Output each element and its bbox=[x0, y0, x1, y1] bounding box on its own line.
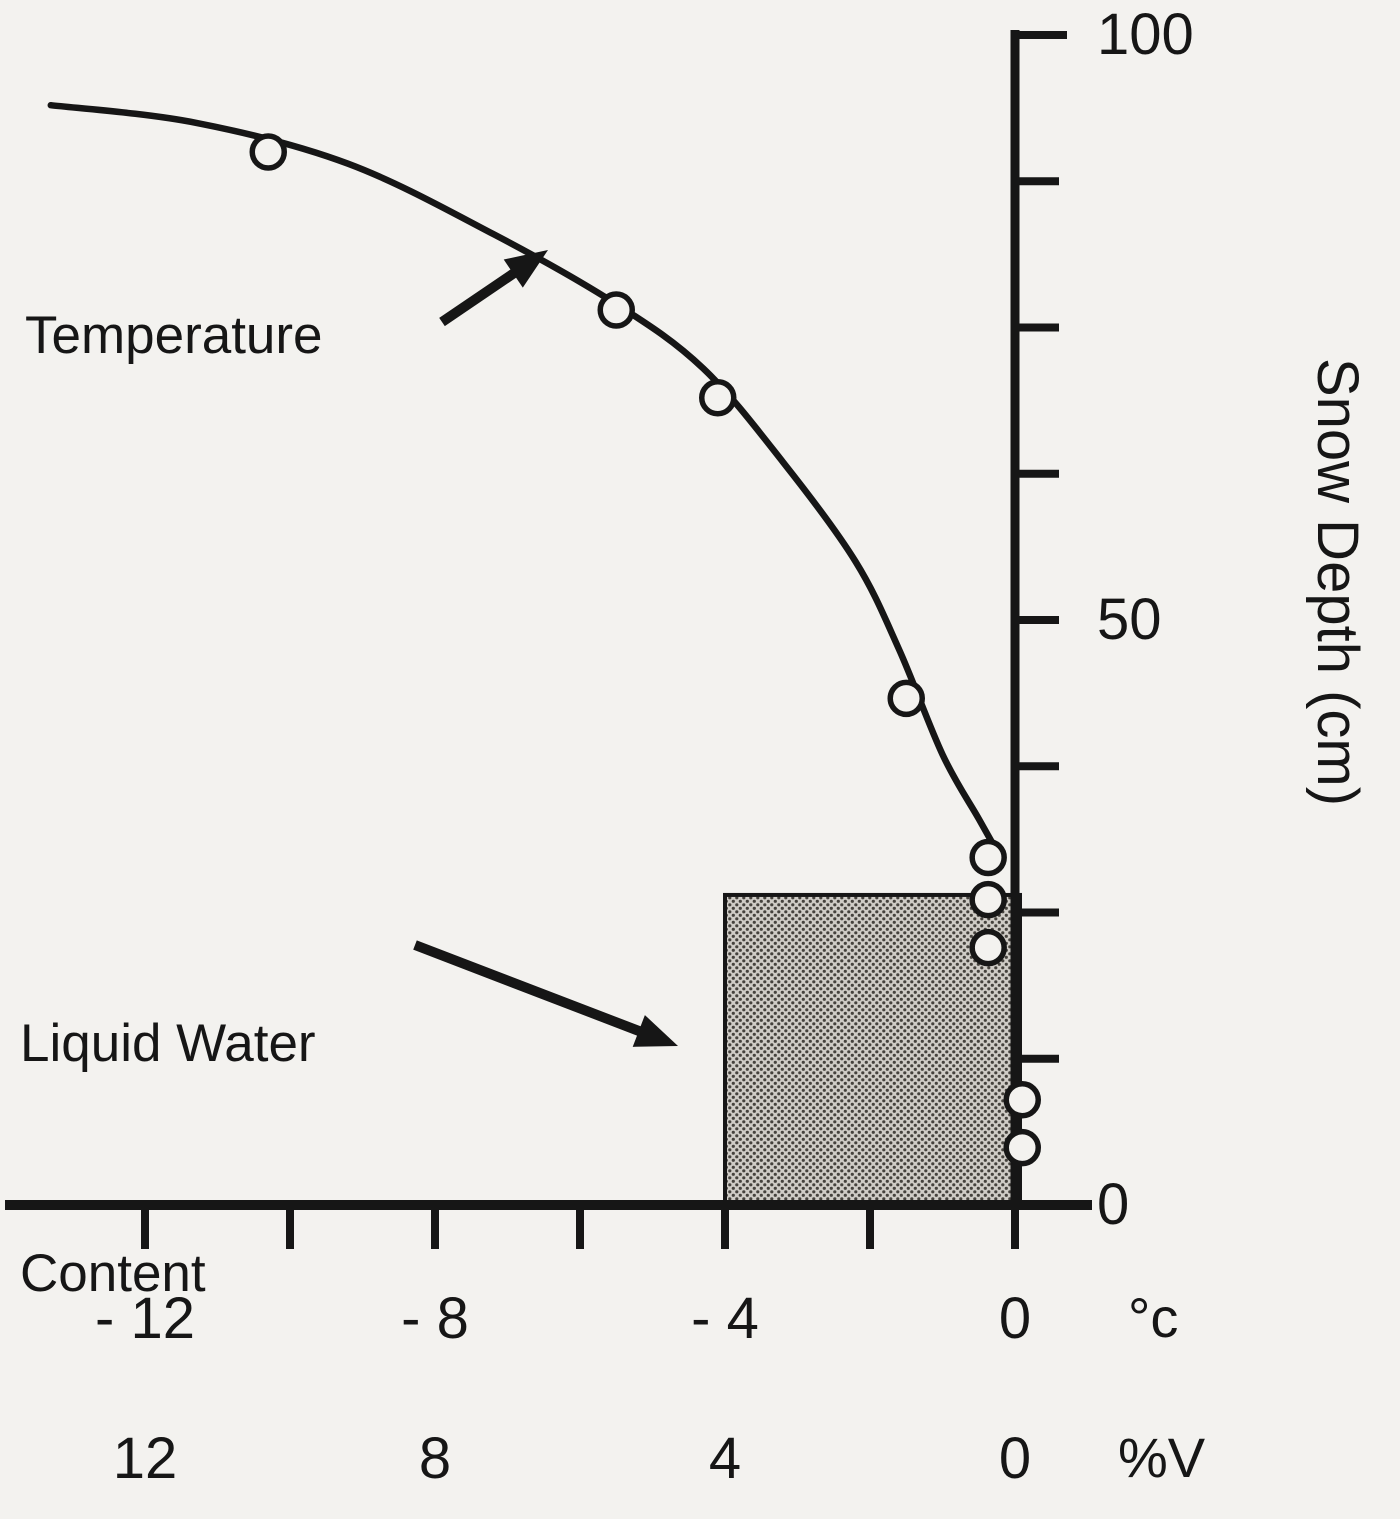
temperature-data-point bbox=[969, 880, 1007, 919]
depth-axis-tick bbox=[1015, 616, 1059, 624]
temperature-axis-tick bbox=[576, 1205, 584, 1249]
temperature-axis-line bbox=[5, 1200, 1092, 1210]
temperature-curve bbox=[47, 101, 1004, 861]
temperature-axis-tick bbox=[431, 1205, 439, 1249]
depth-axis-tick bbox=[1015, 762, 1059, 771]
depth-axis-tick bbox=[1015, 31, 1067, 39]
temperature-axis-tick bbox=[141, 1205, 149, 1249]
temperature-data-point bbox=[969, 838, 1007, 877]
depth-axis-tick bbox=[1015, 323, 1059, 332]
temperature-data-point bbox=[1003, 1080, 1041, 1119]
depth-axis-tick bbox=[1015, 177, 1059, 186]
temperature-axis-tick bbox=[1011, 1205, 1019, 1249]
temperature-axis-tick bbox=[286, 1205, 294, 1249]
temperature-axis-tick bbox=[866, 1205, 874, 1249]
temperature-data-point bbox=[1003, 1128, 1041, 1167]
temperature-data-point bbox=[699, 378, 737, 417]
depth-axis-tick bbox=[1015, 908, 1059, 917]
depth-axis-tick bbox=[1015, 469, 1059, 478]
liquid-water-arrow bbox=[413, 940, 678, 1047]
temperature-data-point bbox=[249, 133, 287, 171]
temperature-data-point bbox=[597, 291, 635, 329]
depth-axis-tick bbox=[1015, 1054, 1059, 1063]
temperature-axis-tick bbox=[721, 1205, 729, 1249]
temperature-data-point bbox=[969, 928, 1007, 967]
temperature-data-point bbox=[887, 679, 925, 718]
temperature-arrow bbox=[439, 250, 548, 327]
